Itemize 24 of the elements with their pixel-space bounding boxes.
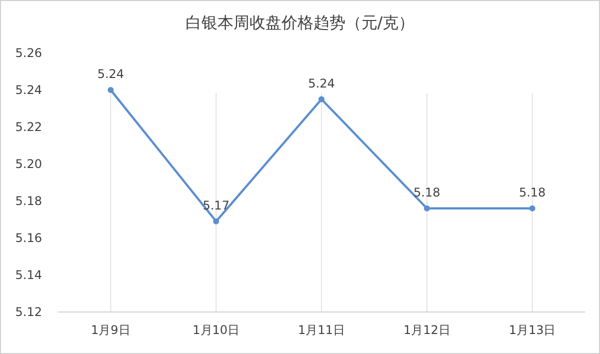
x-tick-label: 1月12日: [403, 323, 450, 337]
point: [529, 205, 536, 212]
y-tick-label: 5.16: [15, 231, 42, 245]
y-tick-label: 5.26: [15, 46, 42, 60]
x-tick-label: 1月10日: [192, 323, 240, 337]
point: [213, 218, 220, 224]
x-tick-label: 1月9日: [91, 323, 130, 337]
data-label: 5.18: [414, 185, 440, 200]
y-tick-label: 5.18: [15, 194, 42, 208]
x-tick-label: 1月11日: [298, 323, 345, 337]
data-label: 5.18: [518, 185, 546, 200]
data-label: 5.17: [202, 198, 230, 212]
data-label: 5.24: [308, 76, 335, 90]
y-tick-label: 5.14: [15, 268, 42, 282]
x-tick-label: 1月13日: [508, 323, 556, 337]
point: [424, 205, 430, 212]
y-tick-label: 5.20: [15, 157, 42, 171]
y-tick-label: 5.12: [15, 305, 42, 319]
point: [318, 96, 324, 102]
chart-title: 白银本周收盘价格趋势（元/克）: [185, 13, 415, 32]
data-label: 5.24: [97, 67, 124, 81]
y-tick-label: 5.24: [15, 83, 42, 97]
point: [108, 87, 114, 93]
y-tick-label: 5.22: [15, 120, 42, 134]
